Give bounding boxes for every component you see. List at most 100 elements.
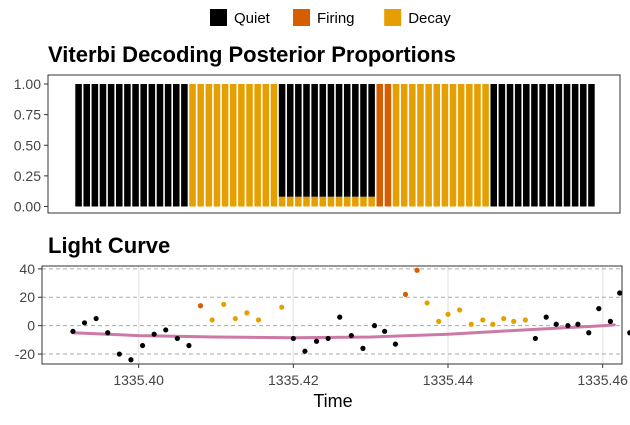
posterior-bar-decay (246, 84, 253, 207)
posterior-bar-quiet (352, 84, 359, 197)
legend-label-decay: Decay (408, 10, 451, 27)
posterior-bar-decay (474, 84, 481, 207)
light-curve-y-tick-label: 40 (19, 261, 35, 277)
light-curve-point-quiet (186, 342, 192, 349)
light-curve-point-quiet (174, 335, 180, 342)
light-curve-point-quiet (392, 341, 399, 347)
light-curve-point-firing (197, 303, 204, 309)
posterior-bar-quiet (580, 84, 587, 207)
posterior-bar-quiet (498, 84, 506, 207)
posterior-bar-firing (384, 84, 392, 207)
posterior-bar-decay (221, 84, 229, 207)
posterior-bar-quiet (295, 84, 302, 197)
posterior-bar-decay (400, 84, 408, 207)
posterior-bar-quiet (99, 84, 107, 207)
light-curve-point-decay (457, 307, 463, 313)
posterior-bar-decay (392, 84, 400, 207)
light-curve-point-quiet (163, 327, 169, 333)
posterior-bar-decay (189, 84, 196, 207)
light-curve-point-quiet (302, 348, 308, 354)
posterior-bar-quiet (531, 84, 538, 207)
light-curve-point-quiet (105, 330, 111, 336)
light-curve-point-quiet (81, 320, 88, 326)
light-curve-point-firing (402, 291, 409, 298)
posterior-bar-decay (466, 84, 473, 207)
posterior-bar-decay (449, 84, 457, 207)
posterior-bar-quiet (319, 84, 327, 197)
light-curve-point-quiet (607, 318, 614, 324)
posterior-bar-quiet (91, 84, 99, 207)
light-curve-point-quiet (151, 331, 157, 337)
legend-swatch-decay (384, 9, 402, 26)
legend-label-quiet: Quiet (234, 10, 271, 27)
posterior-bar-decay (409, 84, 416, 207)
posterior-bar-quiet (555, 84, 563, 207)
legend-swatch-firing (293, 9, 310, 26)
light-curve-point-quiet (70, 328, 76, 334)
light-curve-y-tick-label: -20 (15, 346, 35, 362)
posterior-bar-quiet (547, 84, 554, 207)
light-curve-point-quiet (617, 290, 623, 296)
posterior-plot-frame (47, 74, 621, 214)
posterior-bar-decay (360, 196, 367, 207)
posterior-bar-decay (441, 84, 449, 207)
light-curve-x-tick-label: 1335.46 (577, 372, 628, 388)
posterior-bar-decay (213, 84, 221, 207)
posterior-bar-quiet (490, 84, 498, 207)
posterior-bar-decay (368, 196, 375, 207)
posterior-y-tick-label: 1.00 (14, 76, 41, 92)
light-curve-point-quiet (371, 323, 378, 329)
light-curve-point-quiet (313, 338, 320, 344)
posterior-bar-quiet (588, 84, 595, 207)
light-curve-y-tick-label: 20 (19, 289, 35, 305)
light-curve-point-decay (436, 318, 442, 324)
light-curve-point-quiet (532, 335, 538, 342)
posterior-bar-decay (319, 196, 327, 207)
light-curve-point-decay (445, 311, 451, 317)
posterior-bar-quiet (148, 84, 156, 207)
light-curve-point-quiet (596, 306, 602, 312)
light-curve-point-decay (209, 317, 215, 323)
light-curve-point-decay (480, 317, 486, 323)
posterior-bar-quiet (164, 84, 172, 207)
light-curve-panel: -20 0 20 40 1335.40 1335.42 1335.44 1335.46 (15, 261, 630, 388)
light-curve-point-quiet (360, 345, 366, 351)
light-curve-x-tick-label: 1335.44 (423, 372, 474, 388)
posterior-bar-quiet (514, 84, 522, 207)
posterior-bar-decay (238, 84, 245, 207)
light-curve-x-tick-label: 1335.42 (268, 372, 319, 388)
posterior-y-tick-label: 0.00 (14, 199, 41, 215)
light-curve-point-quiet (325, 335, 331, 342)
light-curve-point-decay (501, 315, 507, 322)
light-curve-point-quiet (348, 332, 354, 339)
posterior-bar-decay (433, 84, 441, 207)
light-curve-point-quiet (627, 330, 630, 336)
posterior-bar-decay (205, 84, 213, 207)
light-curve-point-decay (221, 301, 227, 307)
posterior-bar-decay (343, 196, 351, 207)
light-curve-point-firing (414, 267, 420, 273)
posterior-chart-title: Viterbi Decoding Posterior Proportions (48, 42, 456, 67)
posterior-bar-quiet (124, 84, 131, 207)
posterior-panel: 0.00 0.25 0.50 0.75 1.00 (14, 74, 621, 215)
posterior-bar-decay (425, 84, 432, 207)
light-curve-point-quiet (337, 314, 343, 320)
light-curve-point-quiet (381, 328, 388, 334)
posterior-bar-quiet (156, 84, 164, 207)
light-curve-point-decay (468, 321, 474, 327)
light-curve-point-quiet (586, 330, 592, 336)
light-curve-point-quiet (139, 342, 146, 349)
posterior-bar-quiet (181, 84, 188, 207)
x-axis-label: Time (313, 391, 352, 411)
light-curve-point-decay (511, 318, 517, 324)
light-curve-point-quiet (290, 335, 296, 342)
posterior-bar-quiet (172, 84, 180, 207)
posterior-bar-quiet (107, 84, 115, 207)
posterior-bar-decay (311, 196, 318, 207)
light-curve-point-decay (232, 315, 238, 322)
light-curve-point-quiet (128, 357, 134, 363)
light-curve-point-decay (490, 321, 496, 327)
light-curve-point-decay (244, 310, 250, 316)
posterior-bar-quiet (303, 84, 310, 197)
